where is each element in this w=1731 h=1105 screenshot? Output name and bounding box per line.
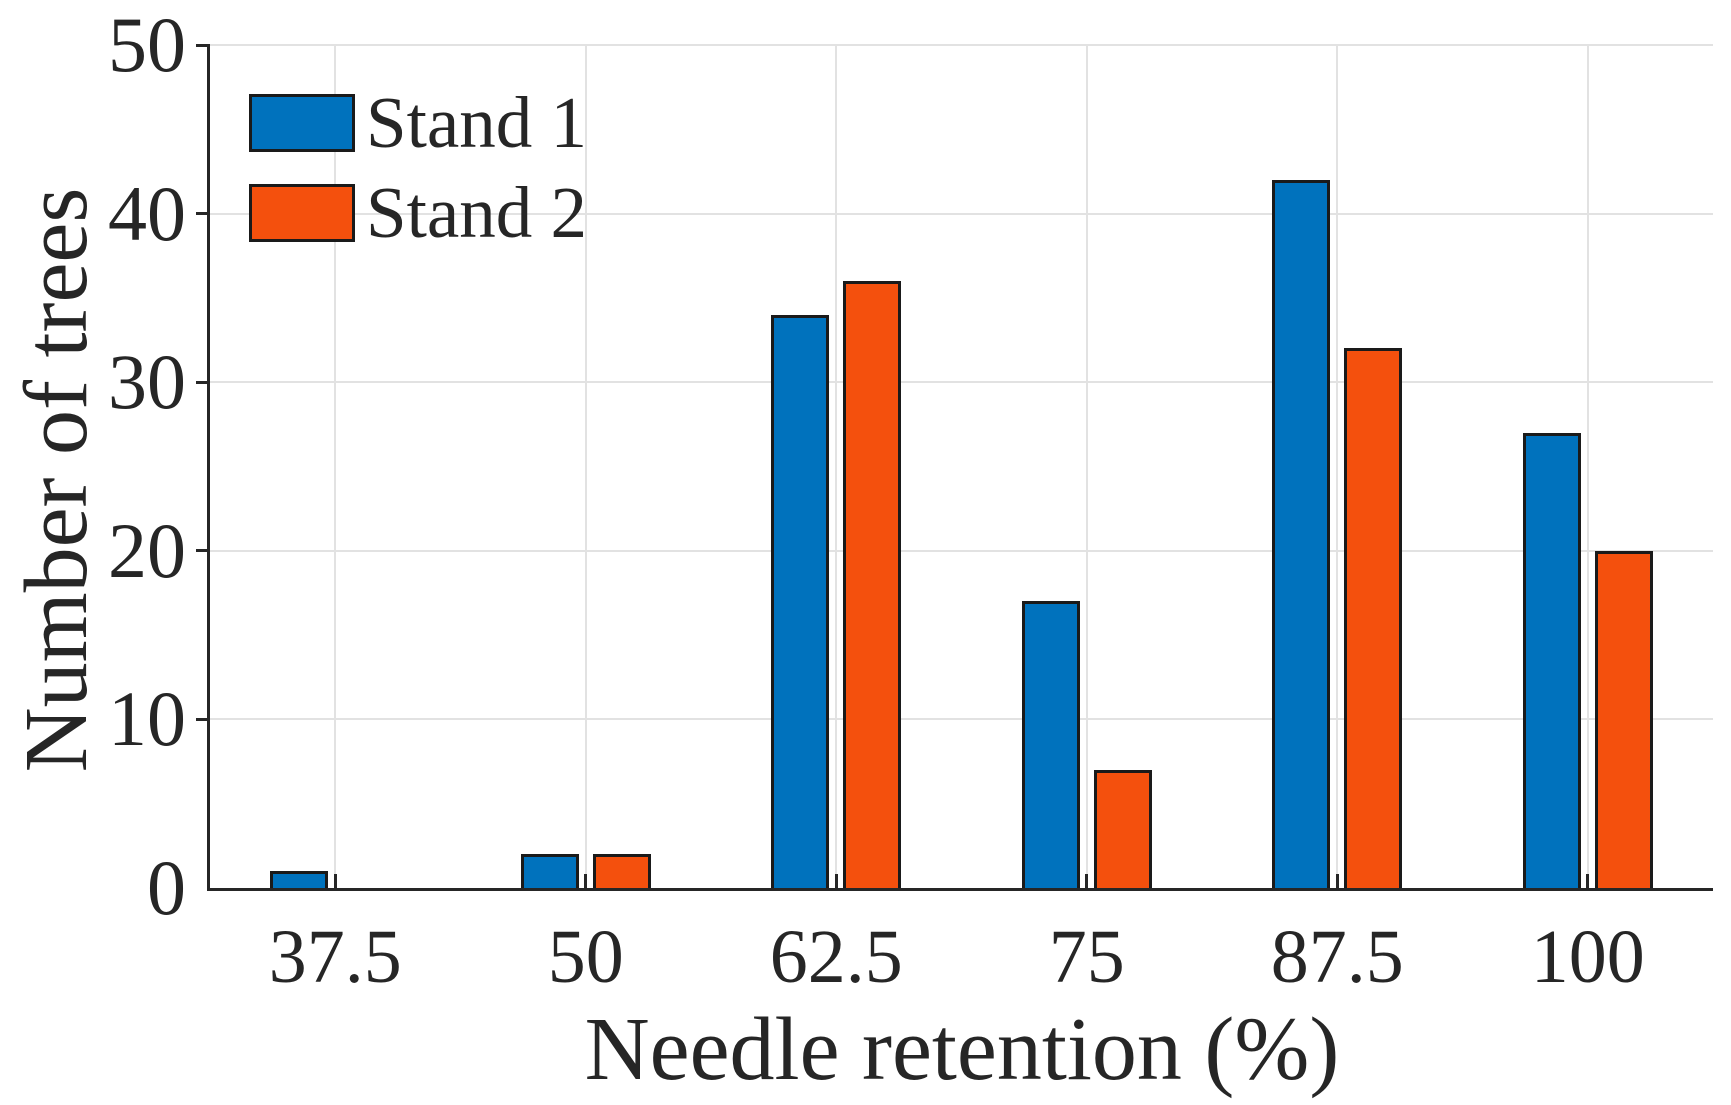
bar-stand-1-37.5 [270, 871, 329, 888]
x-tick-label: 37.5 [268, 915, 402, 999]
legend-item-stand-1: Stand 1 [249, 86, 587, 159]
gridline-horizontal [210, 381, 1713, 384]
bar-stand-2-62.5 [843, 281, 902, 888]
x-tick-label: 100 [1530, 915, 1645, 999]
gridline-vertical [1336, 45, 1339, 888]
y-axis-tick [196, 212, 210, 216]
gridline-horizontal [210, 718, 1713, 721]
gridline-horizontal [210, 44, 1713, 46]
bar-stand-2-75 [1093, 769, 1152, 888]
y-tick-label: 40 [108, 169, 186, 257]
y-axis-tick [196, 717, 210, 721]
bar-stand-1-62.5 [771, 314, 830, 888]
legend-swatch-stand-2 [249, 183, 355, 242]
y-tick-label: 30 [108, 338, 186, 426]
y-tick-label: 0 [147, 844, 186, 931]
y-axis-tick [196, 43, 210, 47]
gridline-vertical [835, 45, 838, 888]
x-axis-title: Needle retention (%) [584, 1000, 1340, 1099]
bar-stand-1-75 [1021, 601, 1080, 888]
legend: Stand 1 Stand 2 [249, 86, 587, 249]
gridline-horizontal [210, 212, 1713, 215]
legend-label-stand-2: Stand 2 [366, 172, 588, 253]
x-axis-tick [333, 874, 337, 888]
legend-label-stand-1: Stand 1 [366, 82, 588, 163]
bar-stand-2-50 [592, 854, 651, 888]
bar-stand-1-87.5 [1272, 179, 1331, 888]
x-tick-label: 50 [547, 915, 624, 999]
x-axis-tick [584, 874, 588, 888]
bar-stand-1-100 [1522, 432, 1581, 888]
x-tick-label: 87.5 [1270, 915, 1404, 999]
y-axis-tick [196, 549, 210, 553]
gridline-vertical [584, 45, 587, 888]
x-axis-tick [1085, 874, 1089, 888]
bar-stand-2-100 [1594, 550, 1653, 888]
gridline-horizontal [210, 549, 1713, 552]
gridline-vertical [334, 45, 337, 888]
gridline-vertical [1085, 45, 1088, 888]
x-axis-tick [1586, 874, 1590, 888]
x-axis-tick [834, 874, 838, 888]
legend-item-stand-2: Stand 2 [249, 176, 587, 249]
bar-stand-1-50 [520, 854, 579, 888]
x-axis-tick [1335, 874, 1339, 888]
y-tick-label: 10 [108, 675, 186, 763]
y-tick-label: 50 [108, 1, 186, 88]
y-axis-title: Number of trees [7, 187, 106, 773]
x-tick-label: 62.5 [769, 915, 903, 999]
y-axis-tick [196, 380, 210, 384]
x-tick-label: 75 [1048, 915, 1125, 999]
gridline-vertical [1586, 45, 1589, 888]
legend-swatch-stand-1 [249, 93, 355, 152]
bar-stand-2-87.5 [1344, 348, 1403, 888]
y-tick-label: 20 [108, 506, 186, 594]
